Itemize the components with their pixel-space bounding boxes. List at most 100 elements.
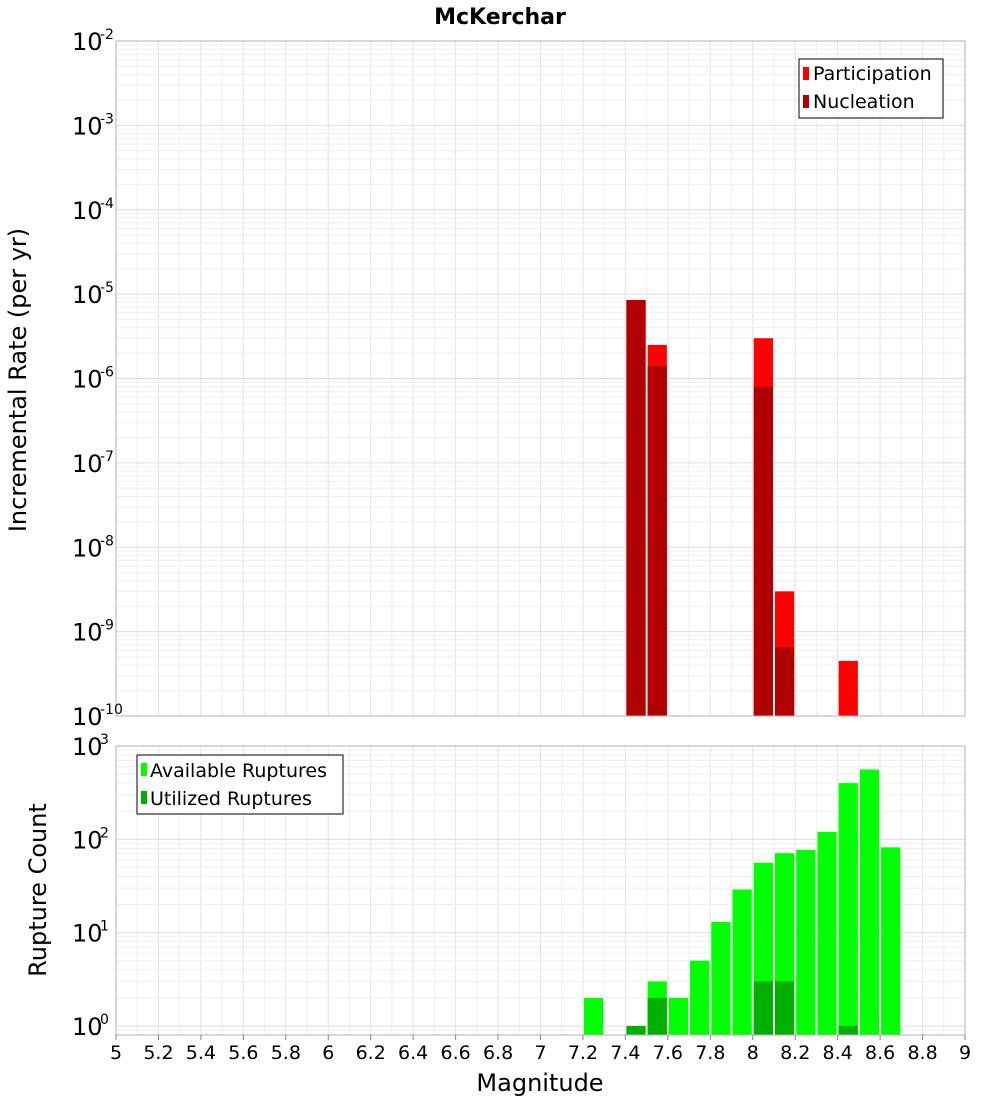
x-tick-label: 7.4 [610,1042,640,1064]
legend-label-utilized: Utilized Ruptures [150,788,312,810]
bottom-y-tick-base: 10 [72,826,103,854]
utilized-ruptures-bar [838,1025,858,1035]
x-tick-label: 8.8 [907,1042,937,1064]
legend-label-participation: Participation [813,63,932,85]
x-tick-label: 5.6 [228,1042,258,1064]
legend-label-nucleation: Nucleation [813,91,915,113]
available-ruptures-bar [838,783,858,1035]
x-tick-label: 5 [110,1042,122,1064]
top-y-tick-base: 10 [72,28,103,56]
x-tick-label: 6.2 [356,1042,386,1064]
x-tick-label: 7.2 [568,1042,598,1064]
available-ruptures-bar [881,847,901,1035]
top-y-tick-base: 10 [72,197,103,225]
top-y-tick-exponent: -2 [100,27,114,43]
top-y-tick-exponent: -7 [100,449,114,465]
x-tick-label: 9 [959,1042,971,1064]
x-tick-label: 7 [534,1042,546,1064]
x-tick-label: 8.2 [780,1042,810,1064]
x-tick-label: 5.2 [143,1042,173,1064]
top-y-tick-base: 10 [72,281,103,309]
bottom-y-tick-base: 10 [72,733,103,761]
bottom-bars [583,769,901,1035]
bottom-y-tick: 101 [72,919,109,948]
top-y-tick: 10-7 [72,449,114,478]
top-y-tick: 10-2 [72,27,114,56]
available-ruptures-bar [732,889,752,1035]
participation-bar [838,660,858,716]
top-y-tick-base: 10 [72,534,103,562]
x-tick-label: 6.8 [483,1042,513,1064]
top-y-tick-exponent: -6 [100,365,114,381]
top-y-axis-label: Incremental Rate (per yr) [4,228,32,532]
bottom-y-tick-base: 10 [72,1013,103,1041]
available-ruptures-bar [817,831,837,1035]
top-y-tick-base: 10 [72,450,103,478]
x-tick-label: 8.6 [865,1042,895,1064]
bottom-x-ticks: 5 5.2 5.4 5.6 5.8 6 6.2 6.4 6.6 6.8 7 7.2 7.4 7.6 7.8 8… [110,1035,971,1064]
available-ruptures-bar [583,997,604,1035]
top-y-tick-exponent: -5 [100,280,114,296]
x-tick-label: 8 [747,1042,759,1064]
top-y-tick-exponent: -4 [100,196,114,212]
top-y-tick: 10-5 [72,280,114,309]
top-y-tick-base: 10 [72,366,103,394]
bottom-y-tick-base: 10 [72,920,103,948]
bottom-y-tick: 103 [72,732,109,761]
x-tick-label: 8.4 [823,1042,853,1064]
available-ruptures-bar [668,997,689,1035]
x-tick-label: 6.6 [440,1042,470,1064]
utilized-ruptures-bar [774,981,795,1035]
participation-panel: 10-210-310-410-510-610-710-810-910-10 In… [4,27,966,731]
legend-swatch-nucleation [803,95,809,108]
top-y-tick-exponent: -8 [100,533,114,549]
x-tick-label: 7.8 [695,1042,725,1064]
available-ruptures-bar [690,960,710,1035]
bottom-y-tick-exponent: 0 [100,1012,109,1028]
utilized-ruptures-bar [626,1025,646,1035]
top-y-tick-exponent: -3 [100,111,114,127]
top-y-tick-base: 10 [72,112,103,140]
legend-swatch-participation [803,67,809,80]
top-bars [626,300,858,716]
top-plot-frame [115,40,966,717]
top-y-tick-base: 10 [72,619,103,647]
legend-swatch-available [141,763,147,776]
top-y-tick: 10-3 [72,111,114,140]
bottom-y-tick: 102 [72,825,109,854]
bottom-legend: Available Ruptures Utilized Ruptures [136,754,344,815]
bottom-legend-box [136,754,344,815]
bottom-y-tick-exponent: 2 [100,825,109,841]
available-ruptures-bar [796,849,816,1035]
top-y-tick-exponent: -9 [100,618,114,634]
nucleation-bar [774,647,795,716]
bottom-y-tick-exponent: 3 [100,732,109,748]
available-ruptures-bar [859,769,880,1035]
top-legend: Participation Nucleation [798,58,944,119]
x-tick-label: 5.8 [271,1042,301,1064]
available-ruptures-bar [711,922,731,1035]
legend-label-available: Available Ruptures [150,760,327,782]
x-tick-label: 5.4 [186,1042,216,1064]
top-legend-box [798,58,944,119]
legend-swatch-utilized [141,791,147,804]
x-tick-label: 7.6 [653,1042,683,1064]
x-tick-label: 6.4 [398,1042,428,1064]
top-y-tick: 10-10 [72,702,123,731]
x-tick-label: 6 [322,1042,334,1064]
top-grid [115,41,966,717]
bottom-y-tick-exponent: 1 [100,919,109,935]
top-y-ticks: 10-210-310-410-510-610-710-810-910-10 [72,27,123,731]
top-y-tick-base: 10 [72,703,103,731]
bottom-y-tick: 100 [72,1012,109,1041]
top-y-tick: 10-4 [72,196,114,225]
bottom-y-axis-label: Rupture Count [24,803,52,977]
top-y-tick: 10-8 [72,533,114,562]
utilized-ruptures-bar [753,981,773,1035]
top-y-tick: 10-6 [72,365,114,394]
nucleation-bar [647,366,667,716]
